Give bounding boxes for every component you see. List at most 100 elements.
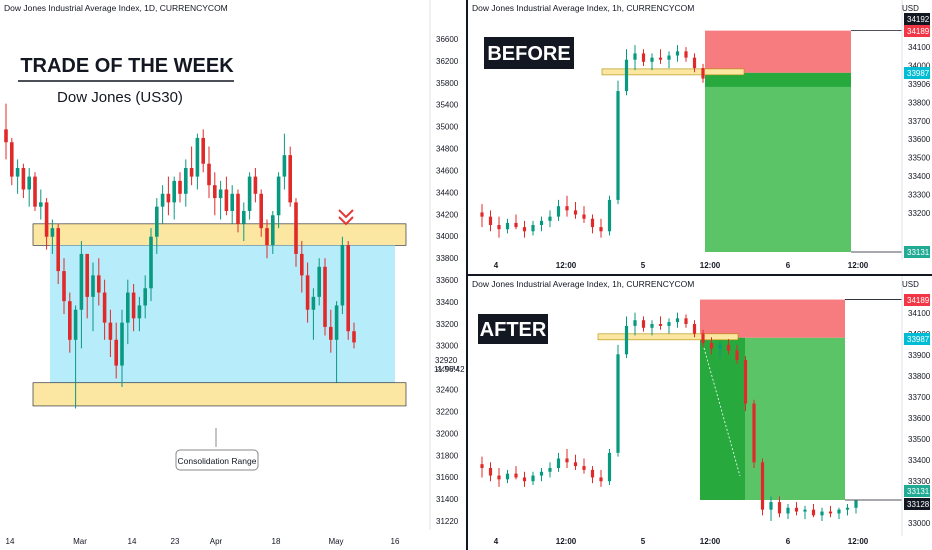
after-candle-body [480,464,484,468]
left-candle-body [10,142,14,177]
after-price-tick-label: 33800 [908,372,931,381]
after-candle [488,462,493,482]
before-candle [590,214,595,234]
after-candle-body [556,458,561,468]
left-time-label: 14 [128,537,137,546]
after-candle [828,505,833,518]
before-top-badge: 34192 [907,15,930,24]
after-candle [480,456,484,478]
after-chart: Dow Jones Industrial Average Index, 1h, … [472,276,931,546]
before-time-label: 12:00 [848,261,869,270]
after-entry-badge: 33987 [907,335,930,344]
before-candle-body [497,225,501,230]
before-price-tick-label: 33400 [908,172,931,181]
before-price-tick-label: 33500 [908,154,931,163]
left-candle [288,146,292,207]
after-time-label: 12:00 [556,537,577,546]
left-candle [68,292,72,353]
left-candle [178,172,182,203]
before-candle-body [505,222,510,230]
before-candle [675,45,680,62]
after-chart-header: Dow Jones Industrial Average Index, 1h, … [472,279,694,289]
left-candle-body [230,193,234,211]
after-chart-panel: Dow Jones Industrial Average Index, 1h, … [468,276,932,550]
left-candle-body [97,275,101,293]
before-candle [480,204,484,228]
after-candle [548,462,552,478]
left-candle-body [218,189,223,199]
left-candle [317,258,321,306]
after-candle [616,344,620,457]
before-stop-badge-bg [904,25,930,37]
left-chart-panel: Dow Jones Industrial Average Index, 1D, … [4,0,465,546]
left-candle [126,279,130,345]
after-candle [709,337,714,355]
before-candle [565,195,569,217]
left-price-tick-label: 33200 [436,320,459,329]
before-label: BEFORE [487,43,570,65]
after-label-box [478,314,548,344]
after-price-tick-label: 34100 [908,309,931,318]
after-target-badge: 33131 [907,487,930,496]
left-candle-body [73,309,78,340]
left-candle-body [131,292,136,319]
left-current-price: 32920 [435,356,458,365]
left-candle [160,185,165,224]
before-price-tick-label: 34100 [908,43,931,52]
left-candle-body [137,305,142,319]
before-top-badge-bg [904,13,930,25]
after-candle [582,458,586,474]
before-stop-badge: 34189 [907,27,930,36]
left-candle [346,241,350,340]
after-current-badge-bg [904,498,930,510]
left-candle [207,146,211,199]
left-candle [247,172,252,220]
left-candle-body [21,168,26,190]
after-candle-body [709,342,714,349]
before-candle-body [675,51,680,56]
left-candle [85,253,89,319]
before-candle-body [650,57,654,62]
after-price-tick-label: 33400 [908,456,931,465]
after-candle-body [514,473,518,478]
after-candle [565,449,569,468]
before-price-tick-label: 33300 [908,191,931,200]
after-candle [514,466,518,480]
before-currency: USD [902,4,919,13]
left-candle [4,103,8,160]
left-candle-body [184,168,188,194]
before-candle-body [641,53,646,62]
after-candle-body [735,350,739,361]
left-candle-body [114,339,118,366]
left-price-tick-label: 34200 [436,210,459,219]
after-candle [684,314,688,328]
after-candle-body [590,469,595,478]
left-candle-body [340,245,345,306]
after-candle-body [667,322,671,326]
left-candle-body [242,210,246,224]
left-candle [305,262,310,323]
left-candle-body [247,176,252,211]
left-candle [271,210,275,254]
before-candle-body [633,53,637,60]
left-candles [4,103,356,409]
left-time-label: 14 [6,537,15,546]
left-price-tick-label: 34000 [436,232,459,241]
after-candle-body [820,511,824,516]
left-candle-body [317,266,321,297]
before-entry-zone [601,68,745,76]
left-candle-body [79,253,84,310]
left-price-tick-label: 33400 [436,298,459,307]
before-entry-strip [705,72,851,87]
left-candle-body [27,176,31,190]
left-candle [33,172,37,211]
left-time-label: 18 [272,537,281,546]
after-candle [743,356,748,412]
before-time-label: 6 [786,261,791,270]
left-candle-body [15,168,20,177]
after-price-tick-label: 33500 [908,435,931,444]
before-candle-body [599,227,603,232]
after-candle [590,466,595,484]
left-candle-body [155,206,159,237]
left-candle [91,262,95,332]
